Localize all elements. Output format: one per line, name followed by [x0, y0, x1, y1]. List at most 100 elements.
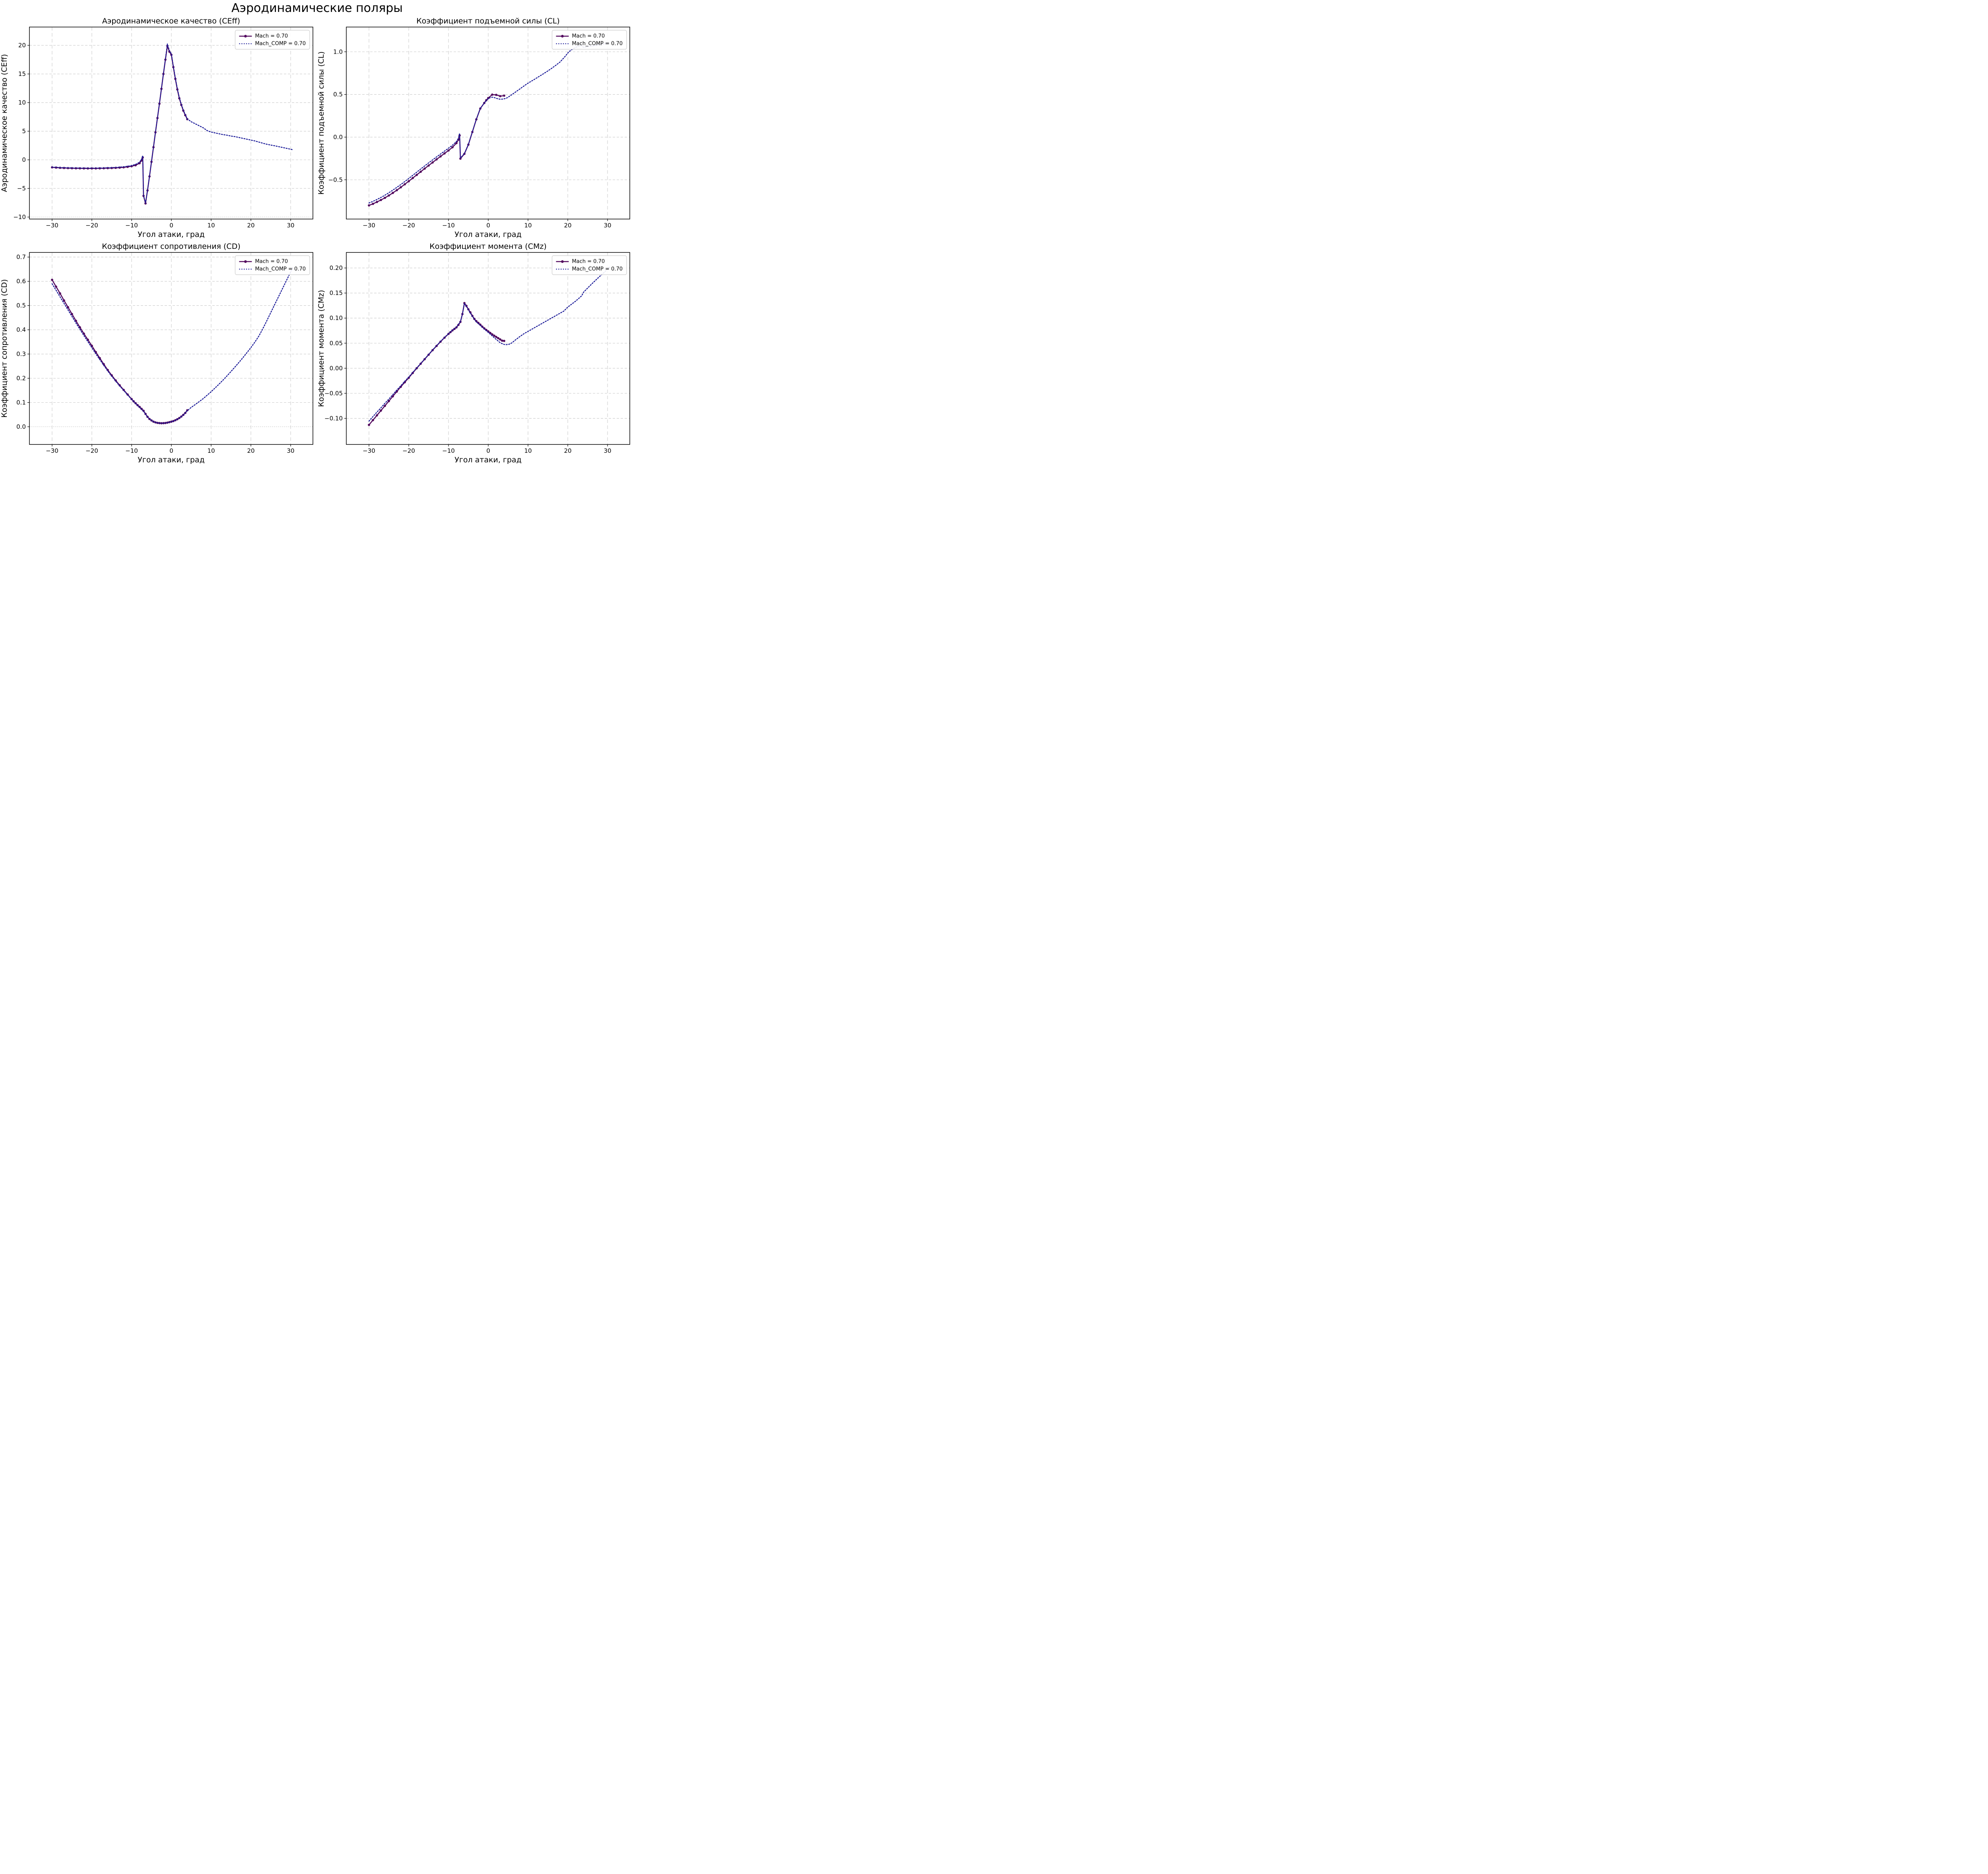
ceff-title: Аэродинамическое качество (CEff) — [102, 17, 240, 25]
ceff-legend: Mach = 0.70 Mach_COMP = 0.70 — [235, 30, 310, 50]
cmz-xtick-label: 10 — [524, 447, 532, 454]
cmz-legend-box — [551, 255, 627, 275]
ceff-xtick-label: −20 — [85, 222, 98, 229]
subplot-grid: −30 −20 −10 0 10 20 30 −10 −5 0 5 10 15 20 Аэродинамич… — [0, 15, 634, 466]
subplot-cd: −30 −20 −10 0 10 20 30 0.0 0.1 0.2 0.3 0.4 0.5 0.6 0.7… — [0, 241, 317, 466]
subplot-ceff: −30 −20 −10 0 10 20 30 −10 −5 0 5 10 15 20 Аэродинамич… — [0, 15, 317, 241]
cmz-legend-label: Mach_COMP = 0.70 — [572, 266, 623, 272]
cmz-ytick-label: 0.15 — [330, 289, 343, 297]
cd-xtick-label: 10 — [207, 447, 215, 454]
cmz-ytick-label: 0.20 — [330, 264, 343, 272]
cl-xtick-label: 10 — [524, 222, 532, 229]
figure-suptitle: Аэродинамические поляры — [231, 1, 403, 15]
ceff-tick-labels: −30 −20 −10 0 10 20 30 −10 −5 0 5 10 15 20 — [13, 42, 294, 229]
cmz-legend-label: Mach = 0.70 — [572, 259, 605, 265]
cd-tick-labels: −30 −20 −10 0 10 20 30 0.0 0.1 0.2 0.3 0.4 0.5 0.6 0.7 — [16, 254, 294, 455]
ceff-xlabel: Угол атаки, град — [138, 230, 204, 239]
cd-legend-box — [235, 255, 310, 275]
cl-xtick-label: −20 — [402, 222, 415, 229]
cmz-xtick-label: 30 — [604, 447, 611, 454]
cl-series-markers — [368, 93, 505, 207]
cmz-xtick-label: −20 — [402, 447, 415, 454]
ceff-xtick-label: 0 — [169, 222, 173, 229]
cd-xlabel: Угол атаки, град — [138, 456, 204, 464]
subplot-cl: −30 −20 −10 0 10 20 30 −0.5 0.0 0.5 1.0 Коэффициент… — [317, 15, 634, 241]
cmz-series-mach-comp-line — [368, 266, 611, 422]
cl-gridlines — [346, 27, 630, 219]
cd-xtick-label: 0 — [169, 447, 173, 454]
cl-title: Коэффициент подъемной силы (CL) — [416, 17, 560, 25]
cd-ytick-label: 0.7 — [16, 254, 26, 261]
cd-ytick-label: 0.5 — [16, 302, 26, 309]
cd-xtick-label: 20 — [247, 447, 254, 454]
ceff-xtick-label: 30 — [287, 222, 294, 229]
ceff-ytick-label: 0 — [22, 156, 26, 163]
cmz-xtick-label: 0 — [486, 447, 490, 454]
ceff-xtick-label: 20 — [247, 222, 254, 229]
ceff-ytick-label: 5 — [22, 128, 26, 135]
cd-title: Коэффициент сопротивления (CD) — [102, 242, 240, 251]
cd-ytick-label: 0.1 — [16, 399, 26, 406]
cmz-xlabel: Угол атаки, град — [454, 456, 521, 464]
cl-legend-label: Mach = 0.70 — [572, 33, 605, 39]
cl-legend: Mach = 0.70 Mach_COMP = 0.70 — [551, 30, 627, 50]
cl-xtick-label: 0 — [486, 222, 490, 229]
cmz-title: Коэффициент момента (CMz) — [429, 242, 547, 251]
cmz-ytick-label: −0.05 — [324, 390, 343, 397]
ceff-ytick-label: −10 — [13, 213, 26, 221]
cd-canvas — [0, 241, 317, 466]
ceff-xtick-label: −10 — [125, 222, 138, 229]
cl-legend-label: Mach_COMP = 0.70 — [572, 41, 623, 47]
ceff-series-mach-comp-line — [51, 43, 294, 204]
cmz-canvas — [317, 241, 634, 466]
cd-ytick-label: 0.0 — [16, 423, 26, 430]
cmz-ytick-label: 0.10 — [330, 314, 343, 322]
cl-ytick-label: 1.0 — [333, 48, 343, 55]
cl-ylabel: Коэффициент подъемной силы (CL) — [317, 51, 326, 195]
cd-gridlines — [29, 252, 313, 444]
ceff-xtick-label: 10 — [207, 222, 215, 229]
cmz-xtick-label: −30 — [363, 447, 375, 454]
subplot-cmz: −30 −20 −10 0 10 20 30 −0.10 −0.05 0.00 0.05 0.10 0.… — [317, 241, 634, 466]
ceff-legend-label: Mach_COMP = 0.70 — [255, 41, 306, 47]
ceff-ylabel: Аэродинамическое качество (CEff) — [0, 54, 9, 192]
cmz-ylabel: Коэффициент момента (CMz) — [317, 290, 326, 407]
ceff-chart: −30 −20 −10 0 10 20 30 −10 −5 0 5 10 15 20 Аэродинамич… — [0, 15, 317, 241]
cl-xtick-label: −30 — [363, 222, 375, 229]
ceff-legend-label: Mach = 0.70 — [255, 33, 288, 39]
ceff-ytick-label: 15 — [18, 70, 26, 78]
cmz-ytick-label: −0.10 — [324, 415, 343, 422]
cd-series-mach-comp-line — [51, 267, 294, 424]
cmz-ytick-label: 0.00 — [330, 365, 343, 372]
figure: Аэродинамические поляры −30 −20 −10 0 10 20 30… — [0, 0, 634, 468]
cd-xtick-label: 30 — [287, 447, 294, 454]
cl-legend-box — [551, 30, 627, 50]
ceff-xtick-label: −30 — [46, 222, 58, 229]
cl-xtick-label: −10 — [442, 222, 455, 229]
ceff-ytick-label: −5 — [17, 185, 26, 192]
cd-xtick-label: −20 — [85, 447, 98, 454]
cd-legend-label: Mach = 0.70 — [255, 259, 288, 265]
cl-ytick-label: 0.0 — [333, 134, 343, 141]
cd-ytick-label: 0.6 — [16, 278, 26, 285]
ceff-canvas — [0, 15, 317, 241]
cd-legend-label: Mach_COMP = 0.70 — [255, 266, 306, 272]
cmz-tick-labels: −30 −20 −10 0 10 20 30 −0.10 −0.05 0.00 0.05 0.10 0.… — [324, 264, 612, 454]
cmz-xtick-label: 20 — [564, 447, 571, 454]
cd-xtick-label: −10 — [125, 447, 138, 454]
cd-chart: −30 −20 −10 0 10 20 30 0.0 0.1 0.2 0.3 0.4 0.5 0.6 0.7… — [0, 241, 317, 466]
cl-xtick-label: 20 — [564, 222, 571, 229]
cl-xlabel: Угол атаки, град — [454, 230, 521, 239]
cl-series-mach-comp-line — [368, 42, 611, 204]
cmz-ytick-label: 0.05 — [330, 339, 343, 347]
cl-ytick-label: 0.5 — [333, 91, 343, 98]
cd-ytick-label: 0.2 — [16, 375, 26, 382]
cd-ytick-label: 0.3 — [16, 351, 26, 358]
cl-chart: −30 −20 −10 0 10 20 30 −0.5 0.0 0.5 1.0 Коэффициент… — [317, 15, 634, 241]
cd-xtick-label: −30 — [46, 447, 58, 454]
cd-ylabel: Коэффициент сопротивления (CD) — [0, 279, 9, 417]
cl-xtick-label: 30 — [604, 222, 611, 229]
cl-tick-labels: −30 −20 −10 0 10 20 30 −0.5 0.0 0.5 1.0 — [328, 48, 612, 229]
